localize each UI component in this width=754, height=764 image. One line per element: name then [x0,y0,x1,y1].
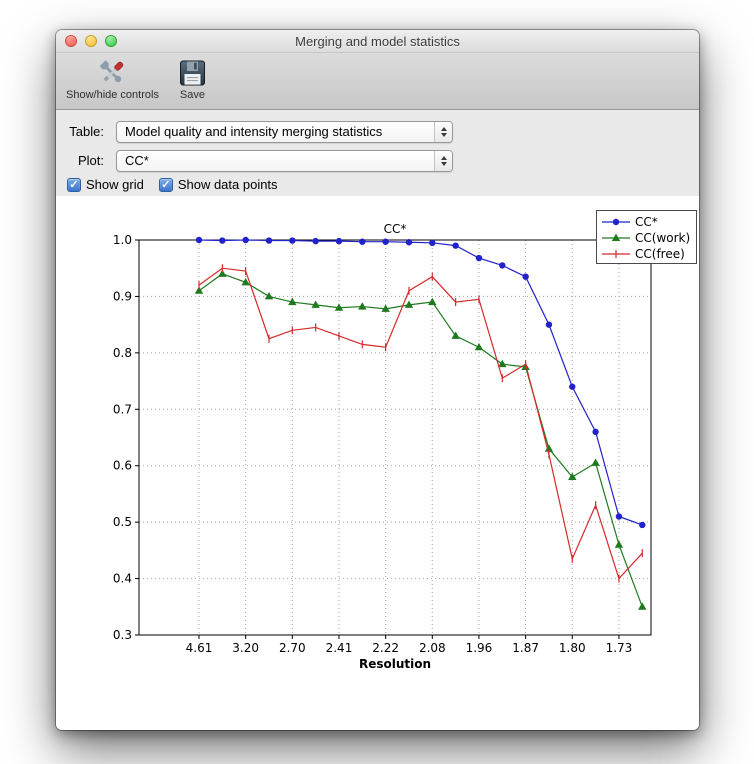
controls-panel: Table: Model quality and intensity mergi… [56,110,699,196]
show-hide-controls-button[interactable]: Show/hide controls [62,57,163,102]
svg-text:2.41: 2.41 [326,641,353,655]
chart-grid [139,239,651,636]
svg-text:1.73: 1.73 [606,641,633,655]
checkbox-label: Show grid [86,177,144,192]
svg-text:CC(free): CC(free) [635,247,685,261]
titlebar[interactable]: Merging and model statistics [56,30,699,53]
minimize-button[interactable] [85,35,97,47]
window-title: Merging and model statistics [295,33,460,49]
app-window: Merging and model statistics Show/hide c… [56,30,699,730]
y-axis: 1.0 0.9 0.8 0.7 0.6 0.5 0.4 0.3 [113,233,139,642]
plot-dropdown[interactable]: CC* [116,149,453,172]
tool-button-label: Save [179,89,205,101]
svg-text:1.0: 1.0 [113,233,132,247]
save-icon [179,60,205,86]
plot-row: Plot: CC* [56,148,699,173]
tools-icon [99,60,124,83]
dropdown-arrows-icon [434,121,452,142]
traffic-lights [65,35,117,47]
plot-dropdown-value: CC* [125,153,149,168]
checkbox-checked-icon: ✓ [67,177,81,192]
table-label: Table: [69,124,104,139]
svg-text:4.61: 4.61 [186,641,213,655]
toolbar: Show/hide controls Save [56,53,699,110]
series-CC* [195,236,646,529]
svg-text:1.80: 1.80 [559,641,586,655]
svg-text:1.87: 1.87 [512,641,539,655]
show-grid-checkbox[interactable]: ✓ Show grid [67,177,144,192]
svg-text:2.70: 2.70 [279,641,306,655]
svg-text:0.3: 0.3 [113,628,132,642]
plot-label: Plot: [77,153,104,168]
checkbox-checked-icon: ✓ [158,177,173,192]
svg-text:1.96: 1.96 [466,641,493,655]
table-dropdown[interactable]: Model quality and intensity merging stat… [116,120,453,143]
series-CC(work) [194,269,647,610]
plot-panel: 1.0 0.9 0.8 0.7 0.6 0.5 0.4 0.3 4.61 3.20 2.70 2.41… [56,196,699,730]
svg-text:0.7: 0.7 [113,402,132,416]
close-button[interactable] [65,35,77,47]
checkbox-label: Show data points [177,177,278,192]
svg-text:CC(work): CC(work) [635,231,690,245]
chart-legend: CC* CC(work) CC(free) [596,210,697,264]
svg-text:0.4: 0.4 [113,572,132,586]
zoom-button[interactable] [105,35,117,47]
svg-text:0.8: 0.8 [113,346,132,360]
tool-button-label: Show/hide controls [66,89,159,101]
plot-frame [138,239,652,636]
save-button[interactable]: Save [175,57,210,102]
svg-text:3.20: 3.20 [232,641,259,655]
svg-text:2.08: 2.08 [419,641,446,655]
svg-text:2.22: 2.22 [372,641,399,655]
chart-title: CC* [384,222,407,236]
checkbox-row: ✓ Show grid ✓ Show data points [56,177,699,192]
show-data-points-checkbox[interactable]: ✓ Show data points [158,177,278,192]
dropdown-arrows-icon [434,150,452,171]
svg-text:0.9: 0.9 [113,289,132,303]
svg-text:0.6: 0.6 [113,459,132,473]
chart-svg: 1.0 0.9 0.8 0.7 0.6 0.5 0.4 0.3 4.61 3.20 2.70 2.41… [113,210,697,671]
x-axis: 4.61 3.20 2.70 2.41 2.22 2.08 1.96 1.87 1.80 1.73 [186,635,633,655]
table-row: Table: Model quality and intensity mergi… [56,119,699,144]
series-CC(free) [198,264,643,583]
table-dropdown-value: Model quality and intensity merging stat… [125,124,383,139]
svg-text:CC*: CC* [635,215,658,229]
x-axis-label: Resolution [359,657,431,671]
svg-text:0.5: 0.5 [113,515,132,529]
